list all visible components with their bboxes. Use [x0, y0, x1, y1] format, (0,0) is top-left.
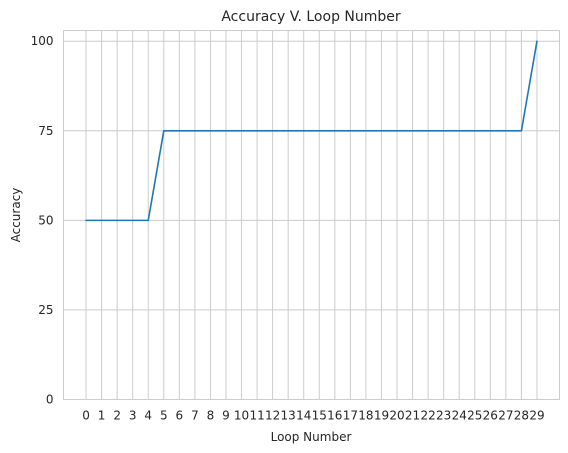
- x-tick-label: 20: [389, 409, 404, 423]
- x-tick-label: 15: [312, 409, 327, 423]
- x-tick-label: 11: [249, 409, 264, 423]
- y-axis-label: Accuracy: [9, 188, 23, 243]
- x-tick-label: 8: [207, 409, 215, 423]
- x-tick-label: 12: [265, 409, 280, 423]
- x-tick-label: 13: [281, 409, 296, 423]
- x-tick-label: 21: [405, 409, 420, 423]
- y-tick-label: 75: [38, 124, 53, 138]
- plot-area-frame: [63, 30, 560, 400]
- x-tick-label: 4: [144, 409, 152, 423]
- series-layer: [85, 40, 538, 222]
- x-tick-label: 0: [82, 409, 90, 423]
- x-tick-label: 29: [529, 409, 544, 423]
- x-axis-label: Loop Number: [271, 430, 352, 444]
- x-tick-label: 27: [498, 409, 513, 423]
- accuracy-series-line: [85, 40, 538, 222]
- y-tick-labels: 0 25 50 75 100: [31, 34, 54, 406]
- x-tick-label: 7: [191, 409, 199, 423]
- x-tick-label: 17: [343, 409, 358, 423]
- chart-title: Accuracy V. Loop Number: [221, 9, 401, 25]
- x-tick-label: 5: [160, 409, 168, 423]
- x-tick-label: 6: [176, 409, 184, 423]
- x-tick-label: 16: [327, 409, 342, 423]
- y-tick-label: 50: [38, 213, 53, 227]
- x-tick-label: 10: [234, 409, 249, 423]
- x-tick-label: 22: [420, 409, 435, 423]
- x-tick-labels: 0 1 2 3 4 5 6 7 8 9 10 11 12 13 14 15 16 17 18 19 20 21 22 23 24…: [82, 409, 544, 423]
- y-tick-label: 25: [38, 303, 53, 317]
- x-tick-label: 19: [374, 409, 389, 423]
- x-tick-label: 14: [296, 409, 311, 423]
- grid-lines: [63, 30, 560, 400]
- x-tick-label: 3: [129, 409, 137, 423]
- x-tick-label: 28: [514, 409, 529, 423]
- x-tick-label: 24: [452, 409, 467, 423]
- x-tick-label: 18: [358, 409, 373, 423]
- x-tick-label: 23: [436, 409, 451, 423]
- x-tick-label: 9: [222, 409, 230, 423]
- x-tick-label: 2: [113, 409, 121, 423]
- y-tick-label: 0: [46, 393, 54, 407]
- y-tick-label: 100: [31, 34, 54, 48]
- x-tick-label: 25: [467, 409, 482, 423]
- x-tick-label: 26: [483, 409, 498, 423]
- x-tick-label: 1: [98, 409, 106, 423]
